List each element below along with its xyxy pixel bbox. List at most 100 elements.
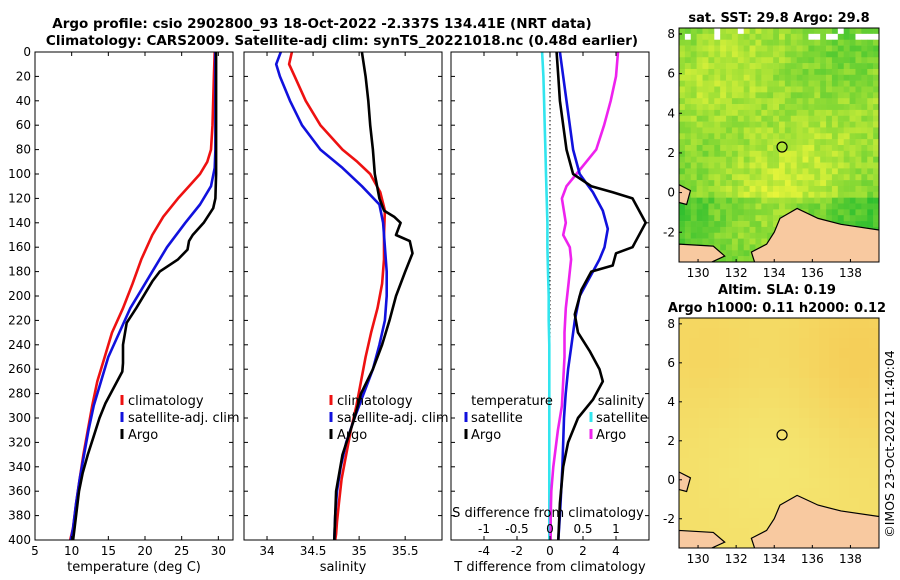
sst-cell — [849, 80, 856, 87]
sst-cell — [714, 209, 721, 216]
sst-cell — [726, 156, 733, 163]
sst-cell — [720, 92, 727, 99]
sst-cell — [808, 209, 815, 216]
sst-cell — [737, 121, 744, 128]
sst-cell — [861, 139, 868, 146]
sst-cell — [755, 33, 762, 40]
sst-cell — [773, 109, 780, 117]
sst-cell — [773, 63, 780, 70]
sst-cell — [814, 33, 821, 40]
sst-cell — [679, 86, 686, 93]
sst-cell — [831, 185, 839, 193]
sst-cell — [837, 191, 844, 198]
sst-cell — [714, 156, 721, 163]
sst-cell — [802, 92, 809, 99]
salinity-xlabel: salinity — [320, 560, 367, 575]
sst-cell — [767, 127, 774, 134]
sla-cell — [829, 368, 840, 379]
sst-cell — [731, 39, 739, 46]
sst-cell — [796, 203, 803, 210]
sst-cell — [867, 33, 874, 40]
sla-cell — [709, 428, 720, 439]
sla-cell — [739, 348, 750, 359]
sst-cell — [702, 92, 709, 99]
sla-cell — [709, 458, 720, 469]
sst-cell — [796, 145, 803, 152]
sst-cell — [731, 115, 739, 122]
sst-cell — [843, 98, 850, 105]
sst-cell — [679, 127, 686, 134]
sla-cell — [679, 388, 690, 399]
sst-cell — [843, 174, 850, 181]
sst-cell — [767, 156, 774, 163]
sst-cell — [720, 156, 727, 163]
sst-cell — [814, 57, 821, 64]
sst-cell — [679, 238, 686, 245]
sst-cell — [837, 63, 844, 70]
sst-cell — [773, 121, 780, 128]
sla-cell — [719, 318, 730, 329]
sst-cell — [702, 203, 709, 210]
sla-cell — [769, 348, 780, 359]
legend-title-salinity: salinity — [598, 394, 645, 409]
sla-cell — [809, 408, 820, 419]
sst-cell — [767, 109, 774, 117]
sst-cell — [837, 156, 844, 163]
sst-cell — [802, 45, 809, 52]
sst-cell — [779, 191, 786, 198]
sst-cell — [743, 86, 750, 93]
imos-credit: ©IMOS 23-Oct-2022 11:40:04 — [882, 350, 897, 538]
sst-cell — [708, 74, 715, 81]
sst-cell — [808, 191, 815, 198]
sst-cell — [696, 86, 703, 93]
sla-cell — [719, 338, 730, 349]
sst-cell — [826, 98, 833, 105]
sst-cell — [767, 86, 774, 93]
sla-cell — [749, 328, 760, 339]
sst-cell — [702, 127, 709, 134]
sst-cell — [755, 74, 762, 81]
sst-cell — [684, 180, 692, 187]
sst-cell — [855, 191, 862, 198]
sst-cell — [767, 63, 774, 70]
sst-cell — [726, 80, 733, 87]
sst-cell — [820, 127, 827, 134]
sst-cell — [855, 33, 862, 40]
sla-cell — [709, 388, 720, 399]
sst-cell — [690, 226, 697, 234]
sst-cell — [720, 145, 727, 152]
sst-cell — [737, 180, 744, 187]
sst-cell — [831, 215, 839, 222]
sst-cell — [708, 68, 715, 76]
sst-cell — [779, 98, 786, 105]
x-tick-label: 15 — [101, 544, 116, 558]
legend-label: satellite — [471, 411, 523, 426]
sst-cell — [861, 51, 868, 58]
sla-cell — [809, 328, 820, 339]
sla-cell — [699, 328, 710, 339]
sla-cell — [789, 488, 800, 499]
sst-cell — [684, 28, 692, 35]
sst-cell — [831, 33, 839, 40]
sst-cell — [696, 209, 703, 216]
sst-cell — [761, 145, 768, 152]
sst-cell — [720, 197, 727, 204]
sst-cell — [684, 98, 692, 105]
sst-cell — [779, 180, 786, 187]
sst-cell — [849, 104, 856, 111]
sst-cell — [784, 127, 792, 134]
sla-cell — [729, 448, 740, 459]
sst-cell — [867, 139, 874, 146]
sst-cell — [737, 80, 744, 87]
sst-cell — [773, 45, 780, 52]
sst-cell — [755, 232, 762, 239]
sst-cell — [855, 133, 862, 140]
sst-cell — [755, 244, 762, 251]
sst-cell — [831, 156, 839, 163]
sla-cell — [739, 498, 750, 509]
sst-cell — [690, 68, 697, 76]
sla-cell — [699, 338, 710, 349]
sla-cell — [849, 458, 860, 469]
sst-cell — [784, 63, 792, 70]
sla-cell — [689, 328, 700, 339]
